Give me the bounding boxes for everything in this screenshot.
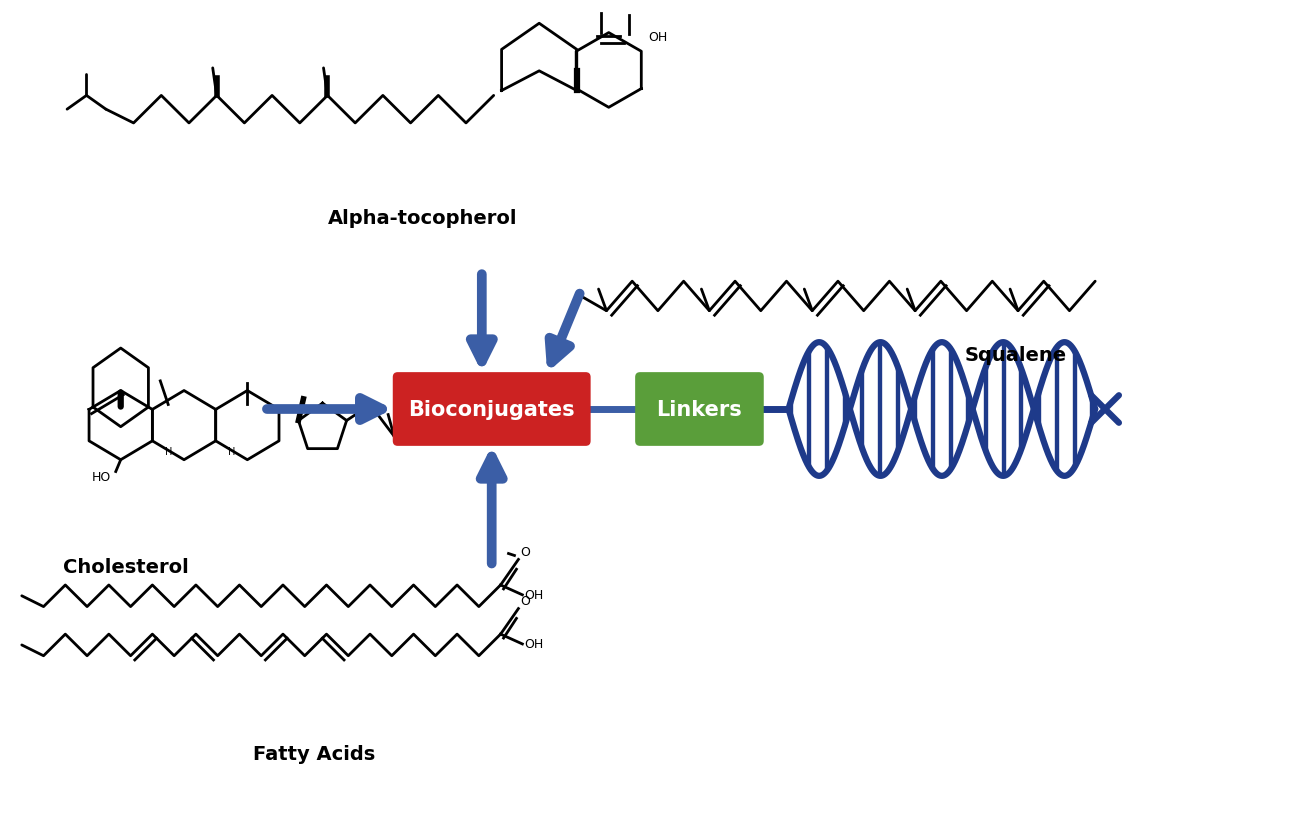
Text: O: O <box>520 595 531 608</box>
Text: Fatty Acids: Fatty Acids <box>253 744 375 762</box>
Text: OH: OH <box>524 638 544 650</box>
FancyBboxPatch shape <box>635 373 763 446</box>
Text: Alpha-tocopherol: Alpha-tocopherol <box>327 209 517 228</box>
Text: Cholesterol: Cholesterol <box>62 557 188 576</box>
Text: Linkers: Linkers <box>657 400 742 419</box>
Text: O: O <box>520 545 531 559</box>
Text: HO: HO <box>92 470 110 483</box>
Text: H: H <box>228 446 235 456</box>
FancyBboxPatch shape <box>393 373 591 446</box>
Text: Bioconjugates: Bioconjugates <box>409 400 575 419</box>
Text: OH: OH <box>524 589 544 602</box>
Text: OH: OH <box>648 31 667 43</box>
Text: Squalene: Squalene <box>964 346 1067 365</box>
Text: H: H <box>165 446 171 456</box>
